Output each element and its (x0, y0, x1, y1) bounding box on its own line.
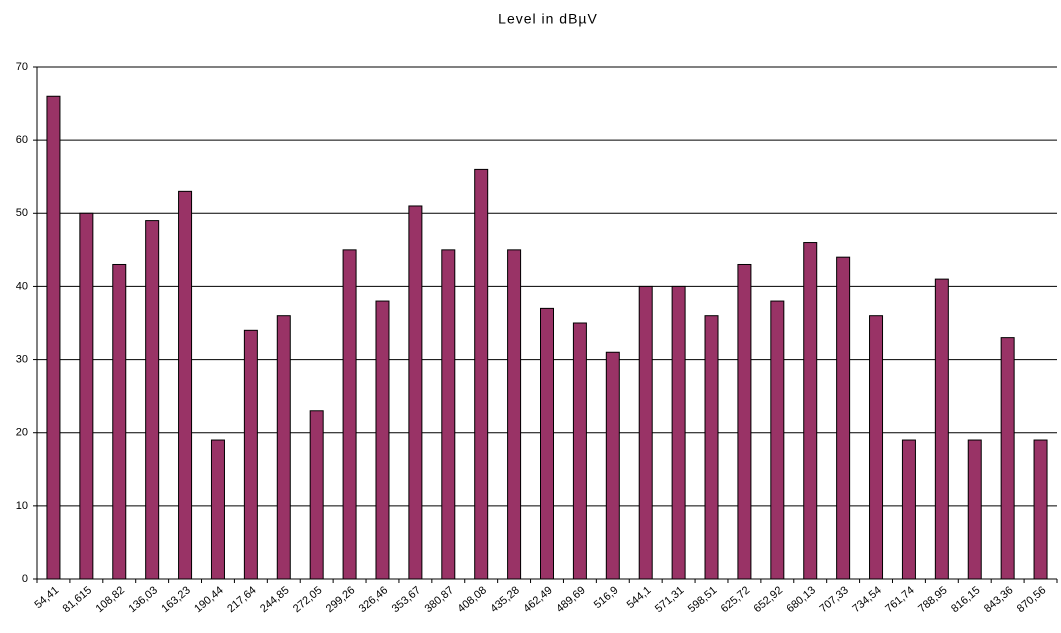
bar (605, 351, 620, 580)
bar (145, 220, 160, 580)
bar (572, 322, 587, 580)
bar (243, 329, 258, 580)
x-tick-label: 299,26 (324, 584, 357, 615)
y-tick-label: 50 (16, 207, 28, 219)
x-tick-label: 108,82 (94, 584, 127, 615)
x-tick-label: 163,23 (159, 584, 192, 615)
bar (375, 300, 390, 580)
x-tick-label: 244,85 (258, 584, 291, 615)
bar (671, 285, 686, 580)
x-tick-label: 516,9 (592, 584, 621, 611)
y-tick-label: 20 (16, 427, 28, 439)
bar (540, 307, 554, 580)
bar (342, 249, 357, 580)
bar (638, 285, 653, 580)
bar (210, 439, 225, 580)
y-tick-label: 30 (16, 353, 28, 365)
x-tick-label: 380,87 (423, 584, 456, 615)
x-tick-label: 598,51 (686, 584, 719, 615)
bar (178, 190, 193, 580)
bar (869, 315, 884, 580)
x-tick-label: 136,03 (126, 584, 159, 615)
bar (836, 256, 851, 580)
x-tick-label: 435,28 (488, 584, 521, 615)
x-tick-label: 652,92 (752, 584, 785, 615)
x-tick-label: 870,56 (1015, 584, 1048, 615)
bar (770, 300, 785, 580)
bar (276, 315, 291, 580)
x-tick-label: 680,13 (785, 584, 818, 615)
x-tick-label: 788,95 (916, 584, 949, 615)
x-tick-label: 734,54 (850, 584, 883, 615)
y-tick-label: 40 (16, 280, 28, 292)
x-tick-label: 353,67 (390, 584, 423, 615)
x-tick-label: 462,49 (521, 584, 554, 615)
x-tick-label: 571,31 (653, 584, 686, 615)
x-tick-label: 190,44 (192, 584, 225, 615)
y-tick-label: 60 (16, 134, 28, 146)
bar (474, 168, 489, 580)
bar (704, 315, 719, 580)
bar (507, 249, 522, 580)
bar (112, 263, 127, 580)
x-tick-label: 408,08 (455, 584, 488, 615)
x-tick-label: 81,615 (61, 584, 94, 615)
x-tick-label: 816,15 (949, 584, 982, 615)
bar (901, 439, 916, 580)
bar (737, 263, 752, 580)
x-tick-label: 544,1 (625, 584, 654, 611)
x-tick-label: 54,41 (32, 584, 61, 611)
x-tick-label: 625,72 (719, 584, 752, 615)
bar (934, 278, 949, 580)
x-tick-label: 707,33 (817, 584, 850, 615)
bar (408, 205, 423, 580)
y-tick-label: 70 (16, 61, 28, 73)
bar (79, 212, 94, 580)
x-tick-label: 217,64 (225, 584, 258, 615)
bar (1033, 439, 1048, 580)
x-tick-label: 843,36 (982, 584, 1015, 615)
chart-title: Level in dBµV (498, 11, 598, 27)
bar (441, 249, 456, 580)
x-tick-label: 326,46 (357, 584, 390, 615)
bar (46, 95, 61, 580)
x-tick-label: 761,74 (883, 584, 916, 615)
bar (1000, 337, 1015, 580)
y-tick-label: 10 (16, 500, 28, 512)
x-tick-label: 489,69 (554, 584, 587, 615)
bar (967, 439, 982, 580)
y-tick-label: 0 (22, 573, 28, 585)
x-tick-label: 272,05 (291, 584, 324, 615)
bar (309, 410, 324, 580)
bar (803, 242, 818, 580)
